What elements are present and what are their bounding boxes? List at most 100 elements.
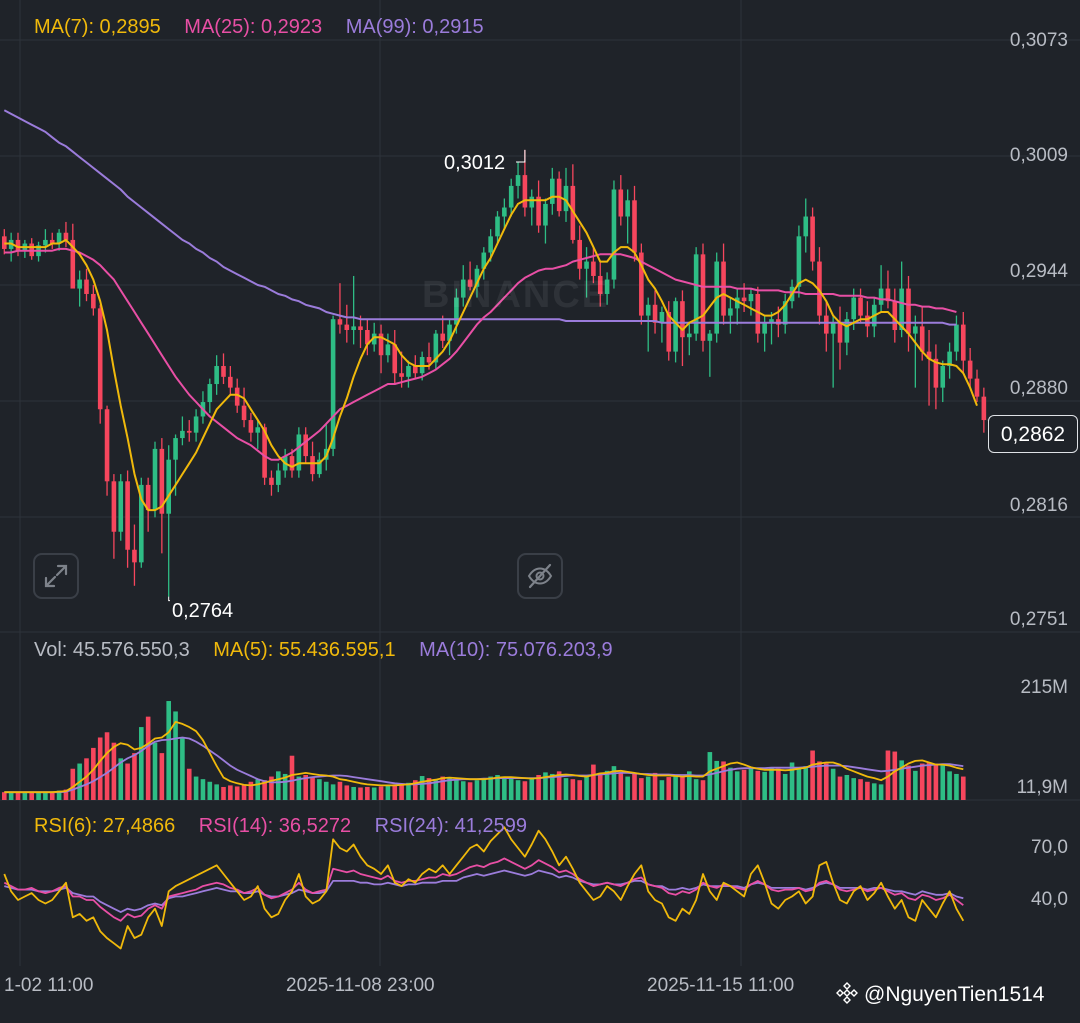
volume-bar — [591, 764, 596, 800]
volume-bar — [118, 758, 124, 800]
volume-bar — [680, 777, 685, 800]
volume-bar — [858, 779, 863, 800]
current-price-tag: 0,2862 — [988, 415, 1078, 453]
candle-body — [467, 279, 473, 287]
candle-body — [604, 279, 610, 294]
candle-body — [721, 261, 726, 316]
volume-bar — [625, 776, 630, 800]
candle-body — [488, 236, 493, 253]
candle-body — [837, 322, 843, 343]
volume-bar — [748, 768, 754, 800]
volume-bar — [385, 785, 391, 800]
candle-body — [659, 311, 665, 323]
volume-bar — [693, 779, 699, 800]
volume-bar — [56, 790, 62, 800]
volume-bar — [851, 778, 856, 800]
candle-body — [97, 308, 103, 410]
volume-bar — [166, 701, 171, 800]
volume-bar — [97, 737, 103, 800]
volume-bar — [139, 727, 144, 800]
volume-bar — [632, 773, 637, 800]
volume-bar — [645, 776, 651, 800]
volume-bar — [344, 785, 350, 800]
candle-body — [645, 304, 651, 316]
rsi24-line — [4, 869, 964, 913]
time-tick: 2025-11-15 11:00 — [647, 975, 795, 996]
volume-bar — [91, 747, 96, 800]
candle-body — [460, 279, 466, 298]
candle-body — [782, 301, 788, 325]
volume-bar — [413, 780, 418, 800]
candle-body — [550, 178, 555, 204]
candle-body — [844, 319, 850, 343]
volume-bar — [207, 781, 213, 800]
expand-chart-button[interactable] — [33, 553, 79, 599]
candle-body — [591, 261, 596, 276]
candle-body — [337, 319, 343, 325]
volume-bar — [666, 777, 672, 800]
candle-body — [77, 279, 82, 289]
grid-lines — [0, 0, 1080, 966]
candle-body — [392, 344, 398, 374]
volume-bar — [214, 784, 219, 800]
volume-bar — [433, 780, 439, 800]
candle-body — [139, 484, 144, 563]
rsi-tick: 70,0 — [1031, 837, 1068, 858]
ma7-legend: MA(7): 0,2895 — [34, 16, 161, 38]
candle-body — [577, 239, 582, 269]
candle-body — [385, 344, 391, 356]
candle-body — [885, 288, 891, 302]
candle-body — [515, 175, 521, 186]
volume-bar — [604, 770, 610, 800]
volume-bar — [769, 767, 774, 800]
volume-bar — [488, 776, 493, 800]
candle-body — [303, 434, 308, 457]
candle-body — [652, 304, 658, 323]
candle-body — [426, 357, 432, 363]
candlesticks — [2, 149, 987, 597]
candle-body — [734, 297, 740, 309]
rsi14-line — [3, 857, 964, 922]
volume-bar — [728, 767, 733, 800]
volume-bar — [597, 772, 603, 800]
volume-bar — [762, 771, 767, 800]
volume-bar — [399, 785, 404, 800]
volume-bar — [152, 742, 158, 800]
volume-bar — [741, 769, 747, 800]
candle-body — [830, 322, 836, 334]
volume-bar — [296, 776, 302, 800]
candle-body — [118, 481, 124, 532]
candle-body — [707, 333, 713, 341]
volume-bar — [234, 786, 240, 800]
candle-body — [584, 261, 589, 269]
high-marker-leader — [516, 149, 526, 163]
candle-body — [810, 216, 815, 262]
volume-bar — [584, 776, 589, 800]
candle-body — [111, 481, 117, 532]
volume-bar — [84, 758, 89, 800]
moving-average-lines — [3, 109, 978, 512]
volume-bar — [2, 792, 7, 800]
candle-body — [536, 196, 541, 226]
volume-bar — [303, 774, 308, 800]
candle-body — [632, 200, 637, 253]
volume-bar — [406, 782, 411, 800]
volume-tick: 11,9M — [1016, 777, 1068, 798]
candle-body — [413, 366, 418, 374]
candle-body — [687, 333, 692, 338]
volume-bar — [111, 742, 117, 800]
hide-indicators-button[interactable] — [517, 553, 563, 599]
volume-bar — [276, 771, 281, 800]
rsi6-legend: RSI(6): 27,4866 — [34, 815, 176, 837]
volume-bar — [577, 780, 582, 800]
volume-bar — [961, 776, 966, 800]
volume-bar — [947, 771, 952, 800]
volume-bar — [392, 784, 398, 800]
price-tick: 0,2880 — [1009, 378, 1068, 399]
volume-bar — [508, 778, 514, 800]
candle-body — [330, 319, 336, 449]
volume-bars — [2, 701, 966, 800]
ma7-line — [4, 195, 978, 512]
